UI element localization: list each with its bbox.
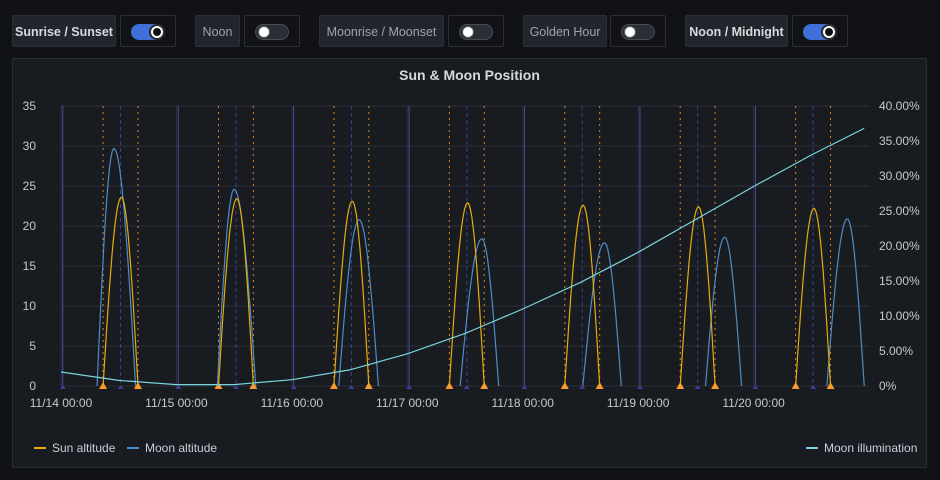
y-right-tick-label: 20.00% [879,239,920,253]
switch-moonrise-moonset[interactable] [448,15,504,47]
moon-illumination-line [60,127,865,386]
sun-altitude-arc [217,198,254,387]
toggle-label-noon-midnight: Noon / Midnight [685,15,788,47]
toggle-label-moonrise-moonset: Moonrise / Moonset [319,15,444,47]
moon-altitude-arc [826,218,865,387]
switch-track [621,24,655,40]
moon-altitude-arc [216,188,257,387]
y-left-tick-label: 5 [29,339,36,353]
legend-item-illumination[interactable]: Moon illumination [806,441,917,455]
y-left-tick-label: 25 [23,179,37,193]
y-right-tick-label: 30.00% [879,169,920,183]
sun-altitude-arc [679,206,716,387]
switch-track [803,24,837,40]
legend-swatch-illumination [806,447,818,449]
legend-label-moon: Moon altitude [145,441,218,455]
switch-sunrise-sunset[interactable] [120,15,176,47]
midnight-marker-icon [59,385,66,389]
toggle-label-sunrise-sunset: Sunrise / Sunset [12,15,116,47]
switch-knob [625,27,635,37]
moon-altitude-arc [459,238,500,387]
x-tick-label: 11/16 00:00 [261,396,324,410]
sun-altitude-arc [564,204,601,387]
legend-label-illumination: Moon illumination [824,441,918,455]
panel-title: Sun & Moon Position [399,67,540,83]
y-left-tick-label: 35 [23,99,37,113]
x-tick-label: 11/18 00:00 [491,396,554,410]
x-tick-label: 11/14 00:00 [30,396,93,410]
midnight-marker-icon [175,385,182,389]
moon-altitude-arc [582,242,622,387]
noon-marker-icon [463,385,470,389]
moon-altitude-arc [96,147,137,387]
y-left-tick-label: 30 [23,139,37,153]
moon-altitude-arc [704,236,743,387]
legend-label-sun: Sun altitude [52,441,116,455]
y-right-tick-label: 35.00% [879,134,920,148]
sun-moon-chart: 0 5 10 15 20 25 30 35 0% 5.00% 10.00% 15.00% 20.00% 2… [23,99,920,410]
sun-altitude-arc [448,202,485,387]
y-right-tick-label: 40.00% [879,99,920,113]
y-left-tick-label: 0 [29,379,36,393]
midnight-marker-icon [636,385,643,389]
switch-knob [151,26,163,38]
legend-swatch-moon [127,447,139,449]
moon-altitude-arc [338,219,379,387]
noon-marker-icon [117,385,124,389]
x-tick-label: 11/19 00:00 [607,396,670,410]
noon-marker-icon [810,385,817,389]
legend-item-moon[interactable]: Moon altitude [127,441,217,455]
switch-knob [823,26,835,38]
switch-track [255,24,289,40]
x-tick-label: 11/15 00:00 [145,396,208,410]
switch-track [131,24,165,40]
noon-marker-icon [232,385,239,389]
sun-altitude-arc [333,200,370,387]
legend-swatch-sun [34,447,46,449]
y-left-tick-label: 20 [23,219,37,233]
toggle-label-golden-hour: Golden Hour [523,15,607,47]
midnight-marker-icon [406,385,413,389]
sun-altitude-arc [102,196,139,387]
legend: Sun altitude Moon altitude Moon illumina… [13,441,926,459]
noon-marker-icon [694,385,701,389]
y-right-tick-label: 25.00% [879,204,920,218]
x-tick-label: 11/20 00:00 [722,396,785,410]
switch-noon-midnight[interactable] [792,15,848,47]
switch-knob [463,27,473,37]
y-left-tick-label: 10 [23,299,37,313]
y-right-tick-label: 15.00% [879,274,920,288]
y-right-tick-label: 0% [879,379,897,393]
x-tick-label: 11/17 00:00 [376,396,439,410]
noon-marker-icon [348,385,355,389]
switch-knob [259,27,269,37]
midnight-marker-icon [290,385,297,389]
toggle-label-noon: Noon [195,15,240,47]
sun-altitude-arc [795,207,832,387]
switch-golden-hour[interactable] [610,15,666,47]
switch-track [459,24,493,40]
y-left-tick-label: 15 [23,259,37,273]
y-right-tick-label: 10.00% [879,309,920,323]
switch-noon[interactable] [244,15,300,47]
midnight-marker-icon [521,385,528,389]
legend-item-sun[interactable]: Sun altitude [34,441,115,455]
midnight-marker-icon [752,385,759,389]
y-right-tick-label: 5.00% [879,344,913,358]
noon-marker-icon [579,385,586,389]
chart-panel: Sun & Moon Position 0 5 10 15 20 25 30 35 0% 5.00… [12,58,927,468]
